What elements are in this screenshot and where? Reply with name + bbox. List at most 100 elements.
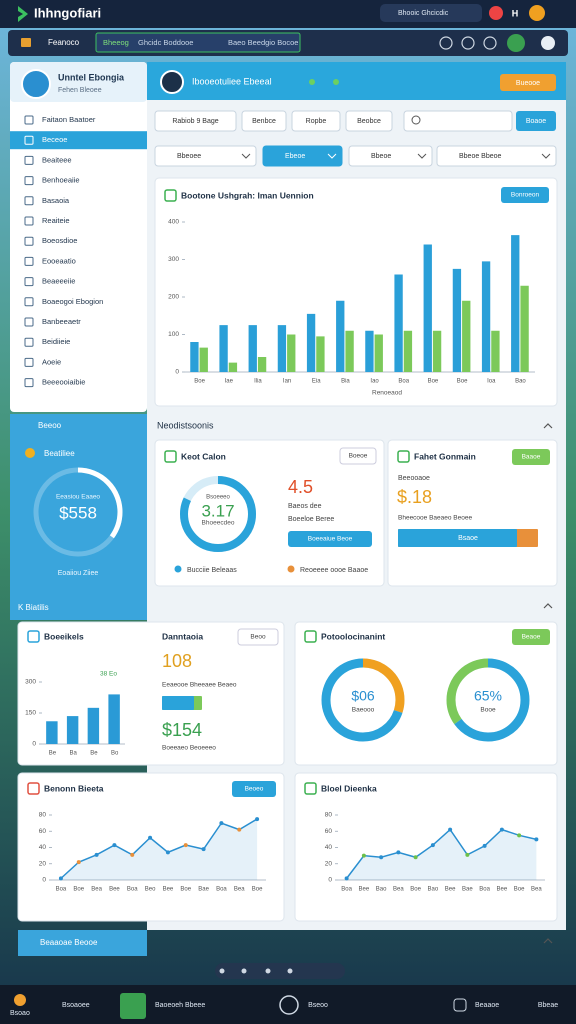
- bar: [511, 235, 520, 372]
- search-button-label[interactable]: Boaoe: [526, 118, 546, 125]
- menu-item[interactable]: Beaeeeiie: [42, 277, 75, 286]
- pager-dot[interactable]: [241, 968, 247, 974]
- tool-icon[interactable]: [439, 36, 453, 50]
- bar: [423, 244, 432, 372]
- menu-item[interactable]: Banbeeaetr: [42, 317, 81, 326]
- tool-icon[interactable]: [483, 36, 497, 50]
- dropdown-label[interactable]: Bbeoe Bbeoe: [459, 153, 502, 160]
- collapse-caret: [543, 423, 553, 429]
- card-button[interactable]: [232, 781, 276, 797]
- menu-icon: [24, 236, 34, 246]
- card-button[interactable]: [237, 628, 279, 646]
- dropdown[interactable]: [348, 145, 433, 167]
- coin-icon[interactable]: [529, 5, 545, 21]
- dropdown-label[interactable]: Bbeoee: [177, 153, 201, 160]
- card-button-label[interactable]: Boeeaiue Beoe: [308, 536, 353, 543]
- x-tick-label: Ian: [283, 379, 291, 385]
- filter-label[interactable]: Rabiob 9 Bage: [172, 118, 218, 125]
- tool-icon[interactable]: [541, 36, 555, 50]
- menu-item[interactable]: Boaeogoi Ebogion: [42, 297, 103, 306]
- home-link[interactable]: Feanoco: [48, 38, 80, 47]
- task-app[interactable]: [120, 993, 146, 1019]
- dropdown[interactable]: [436, 145, 557, 167]
- pager-dot[interactable]: [265, 968, 271, 974]
- task-icon[interactable]: [279, 995, 299, 1015]
- menu-item[interactable]: Beeeooiaibie: [42, 378, 85, 387]
- menu-item[interactable]: Reaiteie: [42, 216, 70, 225]
- card-button[interactable]: [501, 187, 549, 203]
- gauge-caption: Eeasiou Eaaeo: [56, 494, 100, 501]
- menu-item[interactable]: Beidiieie: [42, 337, 70, 346]
- card-button[interactable]: [288, 531, 372, 547]
- menu-item[interactable]: Basaoia: [42, 196, 70, 205]
- card-button[interactable]: [512, 629, 550, 645]
- taskbar-label[interactable]: Bseoo: [308, 1002, 328, 1009]
- taskbar-label[interactable]: Bsoao: [10, 1010, 30, 1017]
- taskbar-label[interactable]: Baoeoeh Bbeee: [155, 1002, 205, 1009]
- dropdown[interactable]: [262, 145, 343, 167]
- card-button-label[interactable]: Beaoe: [522, 634, 541, 641]
- menu-item[interactable]: Beceoe: [42, 135, 67, 144]
- filter-label[interactable]: Benbce: [252, 118, 276, 125]
- notify-icon[interactable]: [489, 6, 503, 20]
- footer-panel: [18, 930, 147, 956]
- task-icon[interactable]: [453, 998, 467, 1012]
- home-icon[interactable]: [21, 38, 31, 47]
- legend-dot: [174, 565, 182, 573]
- header-button[interactable]: [500, 74, 556, 91]
- line-point: [413, 855, 418, 860]
- card-button-label[interactable]: Baaoe: [522, 454, 541, 461]
- filter-button[interactable]: [154, 110, 237, 132]
- x-tick-label: Boe: [73, 887, 84, 893]
- card-title: Potoolocinanint: [321, 631, 385, 641]
- bar: [394, 274, 403, 372]
- menu-item[interactable]: Boeosdioe: [42, 236, 77, 245]
- main-header: [147, 62, 566, 100]
- dropdown-label[interactable]: Ebeoe: [285, 153, 305, 160]
- filter-button[interactable]: [241, 110, 287, 132]
- card-button-label[interactable]: Beoo: [250, 634, 266, 641]
- tool-icon[interactable]: [461, 36, 475, 50]
- progress-bar: [398, 529, 517, 547]
- card-button-label[interactable]: Beoeo: [245, 786, 264, 793]
- pager-dot[interactable]: [287, 968, 293, 974]
- menu-item[interactable]: Eooeaatio: [42, 256, 76, 265]
- task-icon[interactable]: [14, 994, 26, 1006]
- search-input[interactable]: [403, 110, 513, 132]
- tool-icon[interactable]: [507, 34, 525, 52]
- taskbar-label[interactable]: Bsoaoee: [62, 1002, 90, 1009]
- x-tick-label: Be: [90, 751, 98, 757]
- search-button[interactable]: [516, 111, 556, 131]
- card-button[interactable]: [339, 447, 377, 465]
- search-pill[interactable]: [380, 4, 482, 22]
- header-button-label[interactable]: Bueooe: [516, 80, 540, 87]
- taskbar-label[interactable]: Bbeae: [538, 1002, 558, 1009]
- card-icon: [304, 630, 317, 643]
- filter-button[interactable]: [291, 110, 341, 132]
- x-tick-label: Boe: [428, 379, 439, 385]
- menu-item[interactable]: Beaiteee: [42, 155, 72, 164]
- kpi-label: Beeooaoe: [398, 475, 430, 482]
- bar: [432, 330, 442, 372]
- card-button-label[interactable]: Boeoe: [349, 453, 368, 460]
- x-tick-label: Bea: [91, 887, 102, 893]
- line-point: [130, 852, 135, 857]
- menu-item[interactable]: Aoeie: [42, 357, 61, 366]
- filter-label[interactable]: Ropbe: [306, 118, 327, 125]
- filter-label[interactable]: Beobce: [357, 118, 381, 125]
- pager-dot[interactable]: [219, 968, 225, 974]
- bar: [257, 357, 267, 372]
- filter-button[interactable]: [345, 110, 393, 132]
- menu-item[interactable]: Faitaon Baatoer: [42, 115, 96, 124]
- menu-icon: [24, 216, 34, 226]
- line-point: [148, 835, 153, 840]
- taskbar-label[interactable]: Beaaoe: [475, 1002, 499, 1009]
- x-tick-label: Bae: [198, 887, 209, 893]
- card-button[interactable]: [512, 449, 550, 465]
- card-button-label[interactable]: Bonroeon: [511, 192, 540, 199]
- dropdown-label[interactable]: Bbeoe: [371, 153, 391, 160]
- dropdown[interactable]: [154, 145, 257, 167]
- menu-item[interactable]: Benhoeaiie: [42, 176, 80, 185]
- menu-icon: [24, 256, 34, 266]
